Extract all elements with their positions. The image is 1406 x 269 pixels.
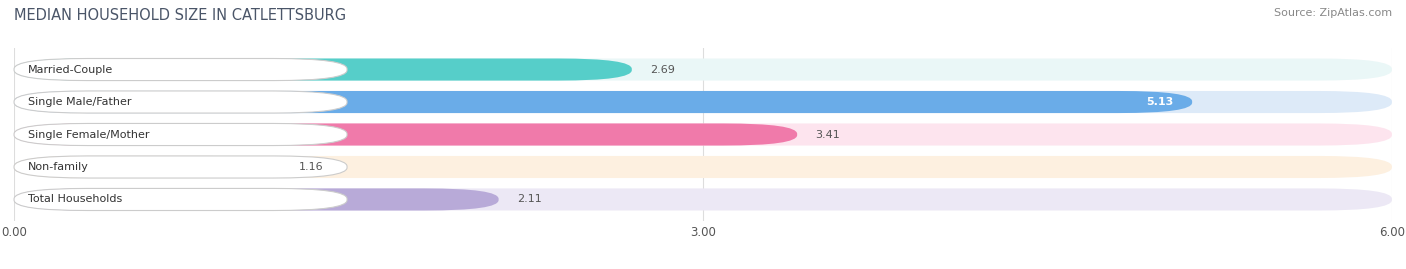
Text: Married-Couple: Married-Couple xyxy=(28,65,112,75)
Text: Single Female/Mother: Single Female/Mother xyxy=(28,129,149,140)
FancyBboxPatch shape xyxy=(14,188,499,211)
FancyBboxPatch shape xyxy=(14,188,1392,211)
Text: 2.69: 2.69 xyxy=(650,65,675,75)
Text: Single Male/Father: Single Male/Father xyxy=(28,97,131,107)
FancyBboxPatch shape xyxy=(14,58,631,81)
Text: Source: ZipAtlas.com: Source: ZipAtlas.com xyxy=(1274,8,1392,18)
Text: 2.11: 2.11 xyxy=(517,194,541,204)
Text: 3.41: 3.41 xyxy=(815,129,841,140)
FancyBboxPatch shape xyxy=(14,156,1392,178)
FancyBboxPatch shape xyxy=(14,91,1192,113)
Text: 1.16: 1.16 xyxy=(299,162,323,172)
FancyBboxPatch shape xyxy=(14,188,347,211)
Text: MEDIAN HOUSEHOLD SIZE IN CATLETTSBURG: MEDIAN HOUSEHOLD SIZE IN CATLETTSBURG xyxy=(14,8,346,23)
Text: 5.13: 5.13 xyxy=(1146,97,1174,107)
FancyBboxPatch shape xyxy=(14,156,280,178)
Text: Total Households: Total Households xyxy=(28,194,122,204)
FancyBboxPatch shape xyxy=(14,91,1392,113)
FancyBboxPatch shape xyxy=(14,123,797,146)
FancyBboxPatch shape xyxy=(14,123,347,146)
FancyBboxPatch shape xyxy=(14,156,347,178)
FancyBboxPatch shape xyxy=(14,58,347,81)
FancyBboxPatch shape xyxy=(14,123,1392,146)
FancyBboxPatch shape xyxy=(14,58,1392,81)
Text: Non-family: Non-family xyxy=(28,162,89,172)
FancyBboxPatch shape xyxy=(14,91,347,113)
